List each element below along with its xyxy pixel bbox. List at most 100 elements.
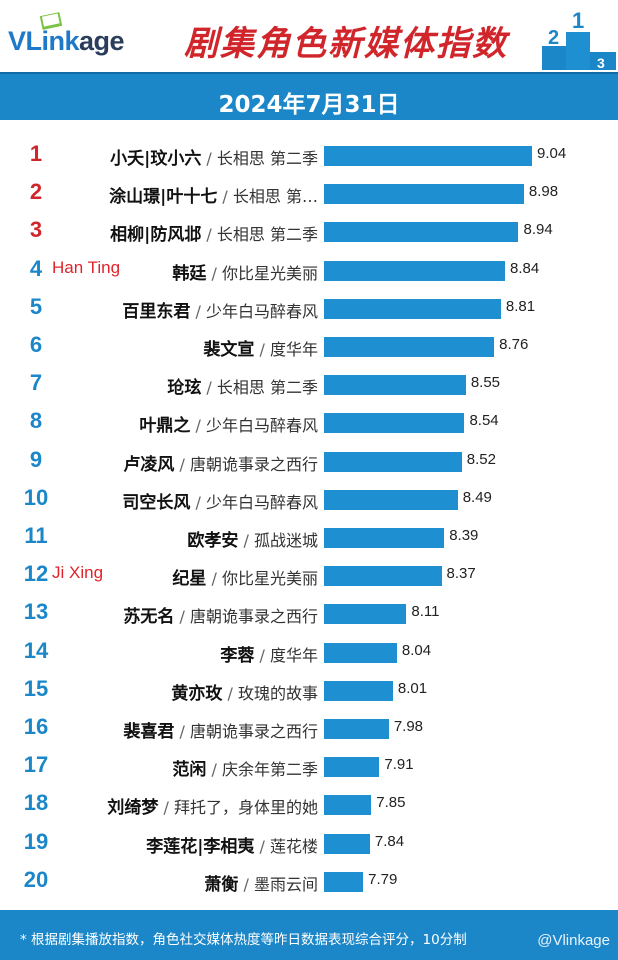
value-label: 7.84 (374, 832, 405, 850)
separator: / (158, 798, 174, 818)
separator: / (174, 454, 190, 474)
chart-row: 11 欧孝安 / 孤战迷城 8.39 (0, 518, 618, 556)
value-bar (324, 184, 524, 205)
character-name: 纪星 (172, 569, 207, 590)
value-bar (324, 757, 380, 778)
value-label: 8.04 (401, 641, 432, 659)
value-bar (324, 528, 445, 548)
separator: / (201, 378, 217, 398)
value-bar (324, 642, 397, 663)
separator: / (254, 340, 270, 359)
separator: / (174, 722, 190, 741)
value-label: 7.91 (384, 756, 414, 774)
value-label: 8.37 (446, 565, 476, 583)
value-bar (324, 871, 364, 892)
value-bar (324, 375, 466, 396)
chart-row: 8 叶鼎之 / 少年白马醉春风 8.54 (0, 403, 618, 441)
rank-number: 3 (29, 217, 43, 243)
logo-card-icon (39, 12, 63, 30)
show-name: 你比星光美丽 (221, 569, 318, 589)
value-label: 8.39 (449, 527, 479, 544)
value-bar (324, 337, 495, 357)
value-label: 8.55 (470, 374, 501, 392)
rank-number: 16 (23, 714, 49, 739)
header: VLinkage 剧集角色新媒体指数 2 1 3 (0, 0, 618, 72)
row-label: 苏无名 / 唐朝诡事录之西行 (123, 602, 318, 627)
chart-row: 19 李莲花|李相夷 / 莲花楼 7.84 (0, 824, 618, 862)
value-label: 8.11 (411, 603, 440, 621)
rank-number: 14 (23, 637, 49, 663)
value-bar (324, 146, 532, 166)
value-bar (324, 604, 407, 625)
chart-row: 1 小夭|玟小六 / 长相思 第二季 9.04 (0, 136, 618, 174)
row-label: 百里东君 / 少年白马醉春风 (122, 297, 318, 322)
value-bar (324, 222, 519, 243)
name-annotation: Ji Xing (52, 563, 104, 583)
date-label: 2024年7月31日 (218, 92, 400, 118)
name-annotation: Han Ting (52, 257, 121, 277)
row-label: 涂山璟|叶十七 / 长相思 第… (109, 182, 318, 207)
separator: / (201, 149, 217, 168)
character-name: 韩廷 (172, 263, 207, 284)
character-name: 涂山璟|叶十七 (109, 187, 218, 208)
show-name: 莲花楼 (269, 836, 318, 856)
value-bar (324, 566, 442, 587)
value-label: 8.81 (505, 297, 536, 315)
separator: / (238, 874, 254, 894)
chart-row: 9 卢凌风 / 唐朝诡事录之西行 8.52 (0, 442, 618, 480)
chart-row: 15 黄亦玫 / 玫瑰的故事 8.01 (0, 671, 618, 709)
row-label: 韩廷 / 你比星光美丽 (172, 259, 318, 284)
rank-number: 5 (29, 293, 43, 319)
show-name: 拜托了，身体里的她 (173, 798, 318, 818)
chart-row: 18 刘绮梦 / 拜托了，身体里的她 7.85 (0, 785, 618, 823)
rank-number: 7 (29, 370, 43, 396)
value-bar (324, 719, 389, 739)
character-name: 苏无名 (123, 607, 175, 628)
show-name: 唐朝诡事录之西行 (189, 454, 318, 474)
logo-link: Link (25, 26, 80, 56)
row-label: 玱玹 / 长相思 第二季 (167, 373, 318, 398)
row-label: 裴喜君 / 唐朝诡事录之西行 (123, 717, 318, 742)
show-name: 少年白马醉春风 (205, 492, 318, 512)
vlinkage-logo: VLinkage (8, 26, 125, 57)
chart-row: 16 裴喜君 / 唐朝诡事录之西行 7.98 (0, 709, 618, 747)
character-name: 范闲 (172, 760, 207, 781)
chart-row: 13 苏无名 / 唐朝诡事录之西行 8.11 (0, 594, 618, 632)
separator: / (238, 531, 254, 550)
character-name: 小夭|玟小六 (110, 149, 202, 169)
separator: / (201, 225, 217, 245)
separator: / (222, 683, 238, 703)
value-label: 8.54 (469, 412, 499, 430)
row-label: 叶鼎之 / 少年白马醉春风 (139, 411, 318, 436)
character-name: 司空长风 (122, 492, 191, 513)
svg-text:3: 3 (597, 55, 605, 70)
value-label: 8.49 (462, 488, 492, 506)
separator: / (190, 416, 206, 436)
chart-row: 4 Han Ting 韩廷 / 你比星光美丽 8.84 (0, 251, 618, 289)
row-label: 裴文宣 / 度华年 (203, 335, 318, 360)
value-label: 8.52 (466, 450, 496, 468)
row-label: 欧孝安 / 孤战迷城 (187, 526, 318, 551)
show-name: 度华年 (269, 340, 318, 359)
value-label: 8.76 (499, 336, 529, 353)
chart-row: 10 司空长风 / 少年白马醉春风 8.49 (0, 480, 618, 518)
character-name: 刘绮梦 (107, 798, 159, 819)
show-name: 墨雨云间 (253, 874, 318, 894)
rank-number: 9 (29, 446, 43, 472)
separator: / (206, 569, 222, 589)
chart-row: 20 萧衡 / 墨雨云间 7.79 (0, 862, 618, 900)
footnote: * 根据剧集播放指数，角色社交媒体热度等昨日数据表现综合评分，10分制 (20, 932, 467, 948)
row-label: 范闲 / 庆余年第二季 (172, 755, 318, 780)
value-bar (324, 451, 462, 472)
show-name: 你比星光美丽 (221, 263, 318, 283)
value-label: 7.79 (368, 870, 398, 888)
character-name: 萧衡 (204, 874, 239, 895)
rank-number: 18 (23, 790, 49, 816)
row-label: 司空长风 / 少年白马醉春风 (122, 488, 318, 513)
value-bar (324, 795, 372, 816)
podium-icon: 2 1 3 (542, 8, 616, 70)
character-name: 玱玹 (167, 378, 202, 399)
character-name: 叶鼎之 (139, 416, 191, 437)
chart-row: 7 玱玹 / 长相思 第二季 8.55 (0, 365, 618, 403)
character-name: 裴文宣 (203, 340, 255, 360)
